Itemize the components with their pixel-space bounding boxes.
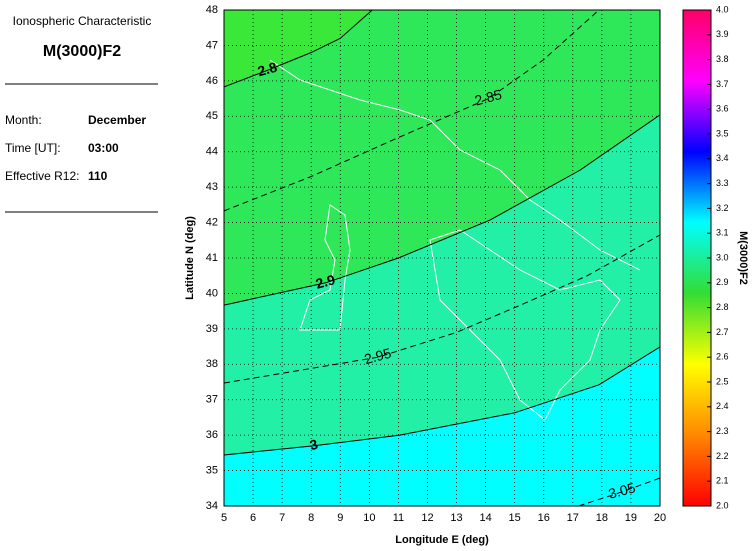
contour-label: 2.85 — [473, 86, 504, 109]
colorbar-tick-label: 2.2 — [716, 451, 729, 461]
x-tick-label: 13 — [450, 512, 462, 524]
colorbar-tick-label: 2.4 — [716, 401, 729, 411]
colorbar-title: M(3000)F2 — [737, 231, 749, 285]
colorbar-tick-label: 3.4 — [716, 153, 729, 163]
x-tick-label: 5 — [221, 512, 227, 524]
x-tick-label: 16 — [538, 512, 550, 524]
row-value: 110 — [88, 169, 108, 183]
y-tick-label: 34 — [206, 500, 218, 512]
x-tick-label: 10 — [363, 512, 375, 524]
colorbar-tick-label: 3.8 — [716, 54, 729, 64]
x-tick-label: 19 — [625, 512, 637, 524]
y-tick-label: 45 — [206, 110, 218, 122]
x-tick-label: 11 — [393, 512, 404, 524]
row-value: December — [88, 113, 146, 127]
colorbar-tick-label: 2.1 — [716, 476, 729, 486]
colorbar — [682, 9, 712, 507]
contour-line — [224, 10, 373, 88]
coastline — [269, 59, 641, 421]
colorbar-tick-label: 3.3 — [716, 178, 729, 188]
y-tick-label: 44 — [206, 146, 218, 158]
colorbar-tick-label: 2.6 — [716, 352, 729, 362]
y-tick-label: 42 — [206, 216, 218, 228]
x-tick-label: 15 — [509, 512, 521, 524]
colorbar-tick-label: 3.2 — [716, 203, 729, 213]
colorbar-tick-label: 3.6 — [716, 104, 729, 114]
x-tick-label: 9 — [337, 512, 343, 524]
panel-characteristic: M(3000)F2 — [43, 43, 121, 60]
colorbar-tick-label: 3.9 — [716, 29, 729, 39]
y-tick-label: 36 — [206, 429, 218, 441]
colorbar-tick-label: 3.1 — [716, 228, 729, 238]
row-value: 03:00 — [88, 141, 119, 155]
y-tick-label: 48 — [206, 4, 218, 16]
y-tick-label: 47 — [206, 39, 218, 51]
y-tick-label: 41 — [206, 252, 218, 264]
y-tick-label: 46 — [206, 75, 218, 87]
x-axis-title: Longitude E (deg) — [395, 534, 489, 546]
panel-heading: Ionospheric Characteristic — [13, 14, 152, 28]
x-tick-label: 14 — [479, 512, 491, 524]
contour-line — [578, 477, 660, 506]
contour-label: 3.05 — [607, 479, 638, 502]
info-panel: Ionospheric Characteristic M(3000)F2 Mon… — [5, 14, 158, 213]
x-tick-label: 7 — [279, 512, 285, 524]
colorbar-tick-label: 2.0 — [716, 500, 729, 510]
row-label: Effective R12: — [5, 169, 79, 183]
row-label: Time [UT]: — [5, 141, 61, 155]
colorbar-tick-label: 4.0 — [716, 4, 729, 14]
colorbar-tick-label: 2.5 — [716, 376, 729, 386]
y-tick-label: 39 — [206, 323, 218, 335]
contour-line — [224, 234, 660, 384]
colorbar-tick-label: 3.7 — [716, 79, 729, 89]
colorbar-tick-label: 3.5 — [716, 128, 729, 138]
x-tick-label: 12 — [421, 512, 433, 524]
contour-label: 2.95 — [362, 345, 393, 368]
x-tick-label: 6 — [250, 512, 256, 524]
y-axis-title: Latitude N (deg) — [184, 216, 196, 300]
x-tick-label: 20 — [654, 512, 666, 524]
y-tick-label: 43 — [206, 181, 218, 193]
colorbar-tick-label: 2.8 — [716, 302, 729, 312]
x-tick-label: 17 — [567, 512, 579, 524]
row-label: Month: — [5, 113, 42, 127]
contour-line — [224, 346, 660, 456]
colorbar-tick-label: 3.0 — [716, 252, 729, 262]
x-tick-label: 18 — [596, 512, 608, 524]
x-tick-label: 8 — [308, 512, 314, 524]
colorbar-tick-label: 2.3 — [716, 426, 729, 436]
region — [224, 346, 660, 506]
y-tick-label: 37 — [206, 394, 218, 406]
contour-label: 2.8 — [256, 59, 279, 80]
colorbar-tick-label: 2.9 — [716, 277, 729, 287]
plot-area: 2.8 2.85 2.9 2.95 3 3.05 — [224, 10, 660, 506]
colorbar-tick-label: 2.7 — [716, 327, 729, 337]
contour-line — [224, 114, 660, 306]
y-tick-label: 38 — [206, 358, 218, 370]
y-tick-label: 40 — [206, 287, 218, 299]
y-tick-label: 35 — [206, 464, 218, 476]
contour-label: 2.9 — [314, 271, 337, 292]
contour-label: 3 — [308, 436, 320, 454]
